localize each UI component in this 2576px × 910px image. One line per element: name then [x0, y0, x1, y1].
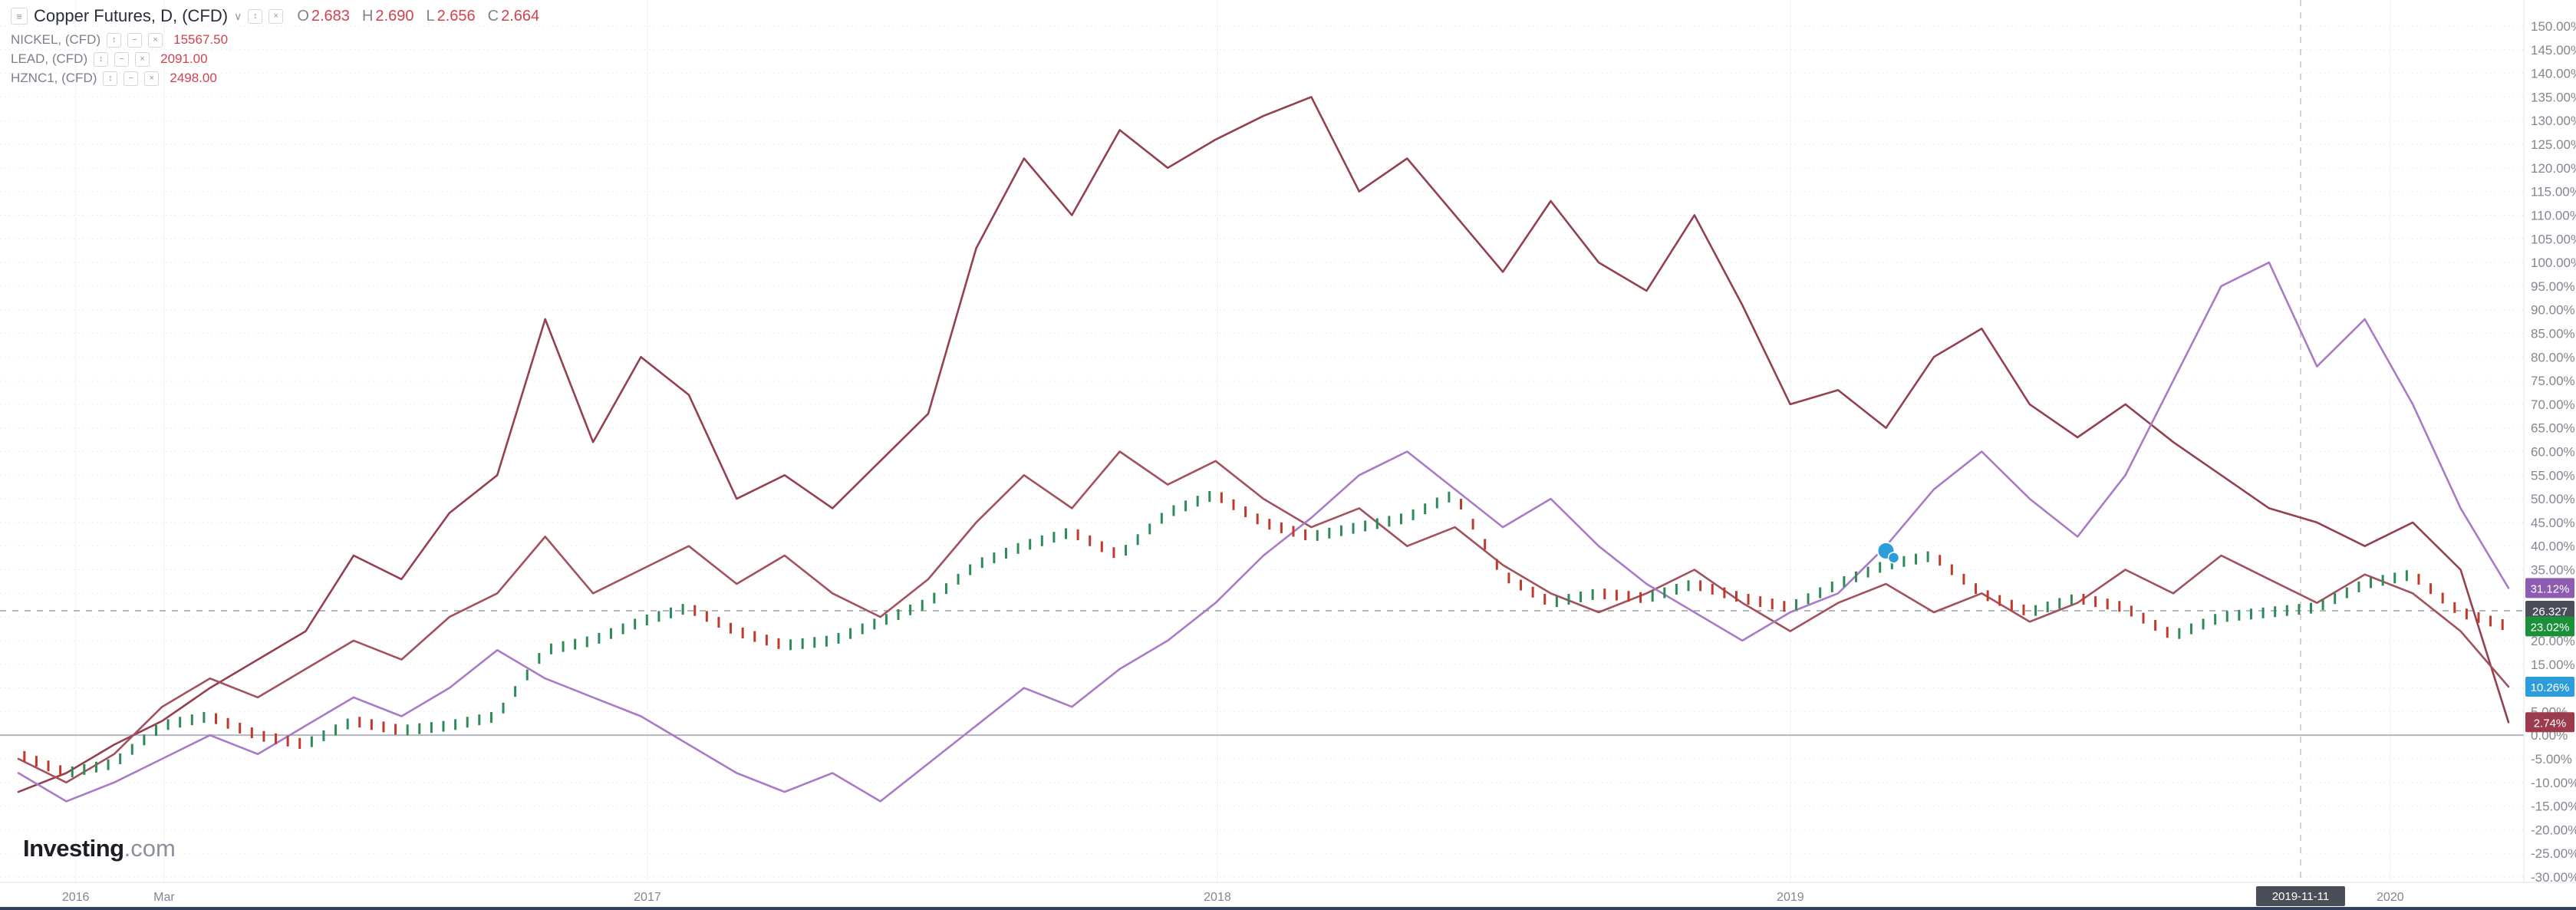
svg-text:2019-11-11: 2019-11-11	[2272, 890, 2330, 903]
low-label: L	[426, 7, 435, 25]
svg-text:-10.00%: -10.00%	[2531, 776, 2576, 790]
svg-text:26.327: 26.327	[2532, 605, 2568, 618]
price-axis[interactable]: 150.00% 145.00% 140.00% 135.00% 130.00% 125.0…	[2523, 0, 2576, 910]
compare-symbol-value: 15567.50	[173, 32, 229, 47]
svg-text:115.00%: 115.00%	[2531, 185, 2576, 199]
svg-text:150.00%: 150.00%	[2531, 19, 2576, 34]
series-line-hznc1-cfd-	[17, 261, 2510, 803]
low-value: 2.656	[436, 7, 476, 25]
svg-text:80.00%: 80.00%	[2531, 350, 2575, 364]
svg-text:75.00%: 75.00%	[2531, 374, 2575, 388]
close-icon[interactable]: ×	[144, 71, 160, 86]
compare-row-nickel[interactable]: NICKEL, (CFD) ↕ − × 15567.50	[11, 32, 539, 48]
bottom-edge-bar	[0, 907, 2576, 910]
ohlc-readout: O 2.683 H 2.690 L 2.656 C 2.664	[297, 8, 539, 25]
svg-text:2017: 2017	[634, 891, 661, 904]
svg-text:-30.00%: -30.00%	[2531, 870, 2576, 885]
compare-row-hznc1[interactable]: HZNC1, (CFD) ↕ − × 2498.00	[11, 71, 539, 86]
close-label: C	[487, 7, 499, 25]
svg-text:-25.00%: -25.00%	[2531, 846, 2576, 861]
compare-row-lead[interactable]: LEAD, (CFD) ↕ − × 2091.00	[11, 51, 539, 67]
svg-text:125.00%: 125.00%	[2531, 137, 2576, 152]
last-value-badge: 2.74%	[2525, 712, 2574, 733]
svg-text:90.00%: 90.00%	[2531, 303, 2575, 318]
svg-text:110.00%: 110.00%	[2531, 208, 2576, 223]
compare-symbol-name[interactable]: LEAD, (CFD)	[11, 51, 88, 66]
last-value-badge: 31.12%	[2525, 578, 2574, 598]
last-value-badge: 10.26%	[2525, 676, 2574, 697]
svg-text:2018: 2018	[1204, 891, 1231, 904]
svg-text:Mar: Mar	[153, 891, 175, 904]
svg-text:140.00%: 140.00%	[2531, 67, 2576, 81]
svg-text:65.00%: 65.00%	[2531, 421, 2575, 436]
compare-symbol-name[interactable]: HZNC1, (CFD)	[11, 71, 97, 85]
event-marker-icon[interactable]	[1876, 541, 1900, 564]
close-icon[interactable]: ×	[135, 51, 150, 67]
svg-text:50.00%: 50.00%	[2531, 492, 2575, 506]
svg-text:55.00%: 55.00%	[2531, 468, 2575, 483]
toggle-visibility-icon[interactable]: ↕	[103, 71, 118, 86]
toggle-visibility-icon[interactable]: ↕	[94, 51, 109, 67]
svg-text:105.00%: 105.00%	[2531, 232, 2576, 246]
svg-text:45.00%: 45.00%	[2531, 516, 2575, 530]
legend: ≡ Copper Futures, D, (CFD) ∨ ↕ × O 2.683 …	[11, 6, 539, 90]
series-line-nickel-cfd-	[17, 96, 2510, 793]
svg-text:-20.00%: -20.00%	[2531, 823, 2576, 837]
series-line-lead-cfd-	[17, 450, 2510, 784]
compare-icon[interactable]: ↕	[248, 8, 263, 24]
svg-text:31.12%: 31.12%	[2531, 582, 2570, 595]
compare-symbol-value: 2498.00	[170, 71, 217, 85]
svg-text:35.00%: 35.00%	[2531, 563, 2575, 578]
logo-brand-text: Investing	[23, 835, 124, 862]
svg-text:2016: 2016	[62, 891, 90, 904]
toggle-visibility-icon[interactable]: ↕	[107, 32, 122, 48]
svg-text:20.00%: 20.00%	[2531, 634, 2575, 648]
investing-logo[interactable]: Investing.com	[23, 835, 176, 862]
svg-text:70.00%: 70.00%	[2531, 397, 2575, 412]
high-value: 2.690	[375, 7, 414, 25]
logo-tld-text: .com	[124, 835, 176, 862]
open-value: 2.683	[311, 7, 350, 25]
svg-text:135.00%: 135.00%	[2531, 90, 2576, 104]
compare-symbol-name[interactable]: NICKEL, (CFD)	[11, 32, 101, 47]
crosshair	[0, 0, 2524, 882]
svg-text:-15.00%: -15.00%	[2531, 800, 2576, 814]
svg-text:40.00%: 40.00%	[2531, 539, 2575, 554]
symbol-title[interactable]: Copper Futures, D, (CFD)	[34, 6, 229, 25]
settings-icon[interactable]: −	[127, 32, 143, 48]
time-axis[interactable]: 2016 Mar 2017 2018 2019 2019-11-11 2020	[0, 882, 2576, 910]
svg-text:-5.00%: -5.00%	[2531, 752, 2572, 767]
high-label: H	[361, 7, 374, 25]
open-label: O	[297, 7, 309, 25]
compare-symbol-value: 2091.00	[160, 51, 208, 66]
last-value-badge: 26.327	[2525, 600, 2574, 621]
settings-icon[interactable]: −	[114, 51, 130, 67]
svg-text:95.00%: 95.00%	[2531, 279, 2575, 294]
chevron-down-icon[interactable]: ∨	[234, 9, 242, 22]
last-value-badge: 23.02%	[2525, 616, 2574, 637]
series-copper-candles	[23, 491, 2504, 777]
svg-text:120.00%: 120.00%	[2531, 161, 2576, 176]
svg-text:145.00%: 145.00%	[2531, 43, 2576, 58]
svg-text:60.00%: 60.00%	[2531, 445, 2575, 460]
menu-icon[interactable]: ≡	[11, 8, 28, 25]
svg-text:85.00%: 85.00%	[2531, 326, 2575, 341]
svg-text:2.74%: 2.74%	[2534, 717, 2567, 730]
svg-text:2019: 2019	[1777, 891, 1804, 904]
svg-text:23.02%: 23.02%	[2531, 621, 2570, 634]
close-icon[interactable]: ×	[148, 32, 163, 48]
close-value: 2.664	[501, 7, 540, 25]
svg-text:130.00%: 130.00%	[2531, 114, 2576, 128]
svg-text:15.00%: 15.00%	[2531, 658, 2575, 672]
svg-text:2020: 2020	[2377, 891, 2404, 904]
crosshair-date-badge: 2019-11-11	[2255, 886, 2345, 906]
close-icon[interactable]: ×	[268, 8, 284, 24]
settings-icon[interactable]: −	[124, 71, 139, 86]
svg-text:100.00%: 100.00%	[2531, 256, 2576, 270]
main-symbol-row[interactable]: ≡ Copper Futures, D, (CFD) ∨ ↕ × O 2.683 …	[11, 6, 539, 26]
svg-text:10.26%: 10.26%	[2531, 681, 2570, 694]
